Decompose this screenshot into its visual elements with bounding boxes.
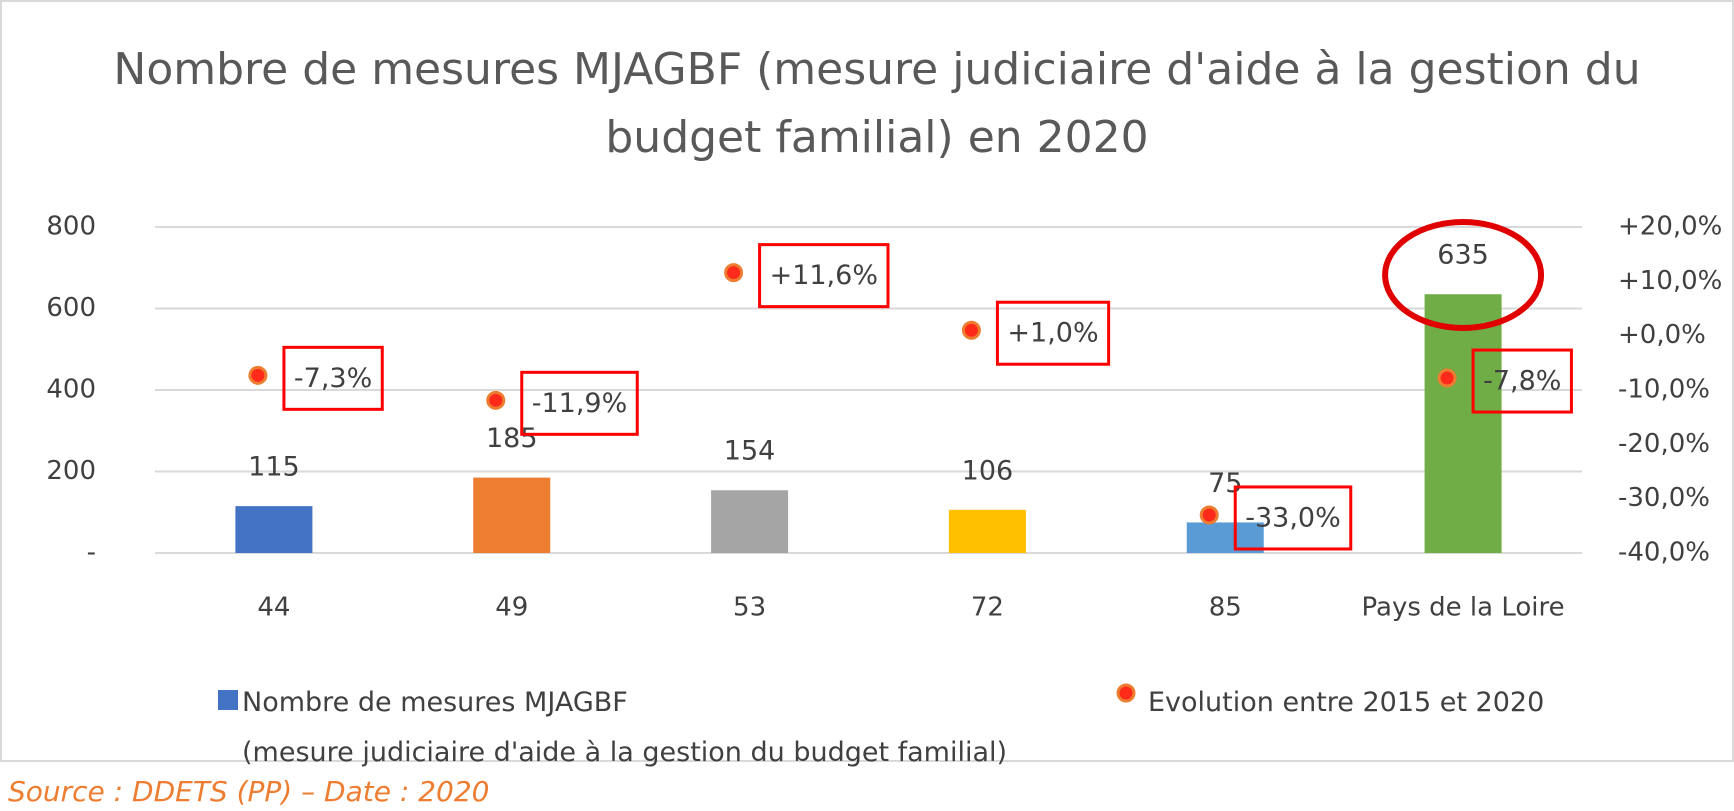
x-tick-label: 49 (495, 593, 528, 623)
data-label: 154 (724, 436, 776, 467)
dot (1437, 368, 1457, 388)
dot (1199, 505, 1219, 525)
data-label: +1,0% (1007, 318, 1098, 349)
label-box (282, 345, 384, 411)
chart-title: budget familial) en 2020 (605, 112, 1148, 163)
legend-marker (1116, 683, 1136, 703)
dot (961, 320, 981, 340)
y2-tick-label: -10,0% (1618, 375, 1710, 405)
x-tick-label: 72 (971, 593, 1004, 623)
y-tick-label: 800 (46, 212, 96, 242)
bar (948, 509, 1026, 553)
data-label: 106 (962, 455, 1014, 486)
y2-tick-label: -40,0% (1618, 538, 1710, 568)
x-tick-label: 85 (1209, 593, 1242, 623)
label-box (1471, 348, 1573, 414)
chart-border (0, 0, 1734, 762)
data-label: 635 (1437, 240, 1489, 271)
legend-label: Evolution entre 2015 et 2020 (1148, 687, 1545, 718)
y2-tick-label: +20,0% (1618, 212, 1722, 242)
bar (1424, 294, 1502, 553)
y2-tick-label: +10,0% (1618, 266, 1722, 296)
data-label: -7,3% (294, 363, 372, 394)
highlight-ellipse (1382, 219, 1545, 331)
data-label: 185 (486, 423, 538, 454)
y-tick-label: 600 (46, 293, 96, 323)
chart-title: Nombre de mesures MJAGBF (mesure judicia… (113, 44, 1640, 95)
x-tick-label: Pays de la Loire (1362, 593, 1565, 623)
data-label: 75 (1208, 468, 1242, 499)
y2-tick-label: +0,0% (1618, 320, 1706, 350)
data-label: -7,8% (1483, 366, 1561, 397)
label-box (758, 243, 890, 309)
x-tick-label: 53 (733, 593, 766, 623)
data-label: -11,9% (532, 388, 628, 419)
y2-tick-label: -20,0% (1618, 429, 1710, 459)
legend-entry: Evolution entre 2015 et 2020 (1116, 678, 1545, 728)
label-box (1233, 485, 1353, 551)
dot (248, 365, 268, 385)
legend-entry: Nombre de mesures MJAGBF (mesure judicia… (242, 687, 1008, 768)
label-box (995, 300, 1111, 366)
x-tick-label: 44 (257, 593, 290, 623)
source: Source : DDETS (PP) – Date : 2020 (8, 775, 490, 808)
bar (473, 477, 551, 553)
label-box (520, 370, 639, 436)
dot (486, 390, 506, 410)
bar (235, 506, 313, 553)
y-tick-label: 400 (46, 375, 96, 405)
data-label: +11,6% (770, 260, 878, 291)
dot (724, 263, 744, 283)
data-label: 115 (248, 452, 300, 483)
y2-tick-label: -30,0% (1618, 483, 1710, 513)
legend-swatch (218, 690, 238, 710)
y-tick-label: - (87, 538, 96, 568)
data-label: -33,0% (1245, 502, 1341, 533)
bar (711, 490, 789, 553)
y-tick-label: 200 (46, 456, 96, 486)
